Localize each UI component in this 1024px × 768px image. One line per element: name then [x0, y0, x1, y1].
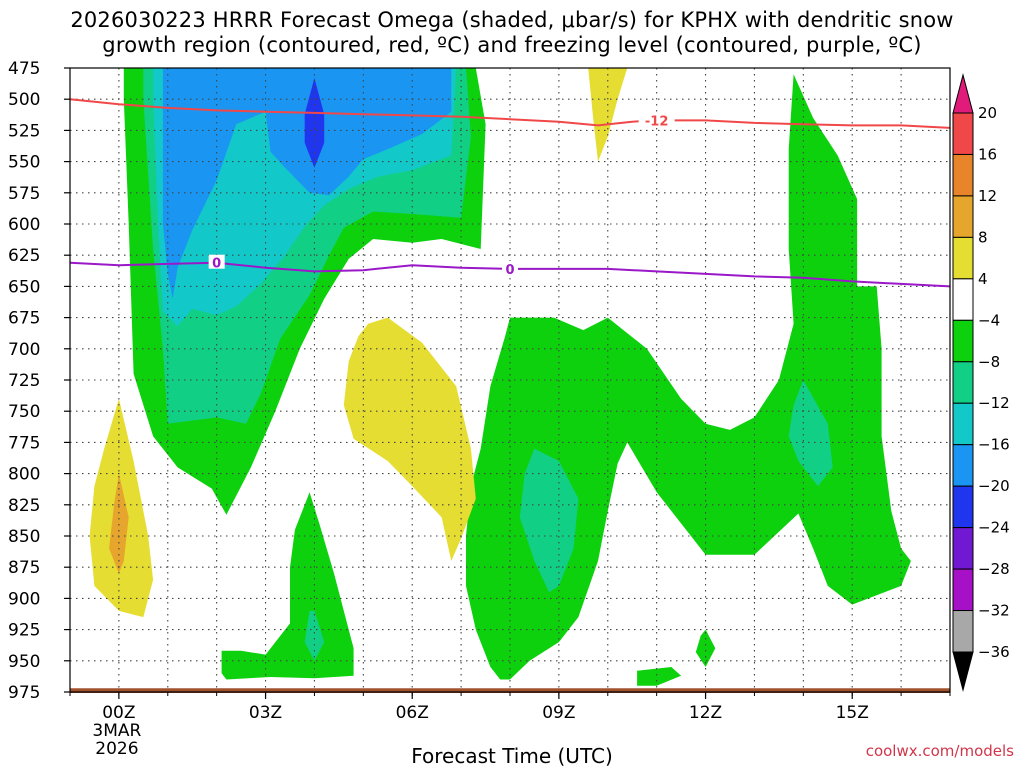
colorbar-bin: [952, 444, 974, 487]
y-tick-label: 600: [8, 215, 40, 235]
contour-label-bg: [208, 254, 225, 269]
colorbar-label: −16: [978, 436, 1010, 454]
x-axis-title: Forecast Time (UTC): [411, 744, 613, 768]
colorbar-label: −32: [978, 602, 1010, 620]
omega-region-15: [109, 473, 129, 574]
y-tick-label: 750: [8, 402, 40, 422]
colorbar-label: −36: [978, 643, 1010, 661]
y-tick-label: 675: [8, 309, 40, 329]
omega-region-6: [304, 610, 325, 661]
y-tick-label: 725: [8, 371, 40, 391]
colorbar-bin: [952, 153, 974, 197]
y-tick-label: 550: [8, 153, 40, 173]
omega-region-3: [162, 68, 452, 299]
title-line-2: growth region (contoured, red, ºC) and f…: [102, 33, 922, 57]
y-tick-label: 500: [8, 90, 40, 110]
title-line-1: 2026030223 HRRR Forecast Omega (shaded, …: [70, 8, 954, 32]
omega-region-10: [695, 629, 716, 667]
contour-label: -12: [645, 114, 669, 129]
y-tick-label: 975: [8, 683, 40, 703]
colorbar-top-arrow: [952, 73, 974, 114]
colorbar-bin: [952, 236, 974, 280]
y-tick-label: 700: [8, 340, 40, 360]
y-tick-label: 525: [8, 121, 40, 141]
x-tick-label: 03Z: [249, 703, 282, 723]
y-tick-label: 850: [8, 527, 40, 547]
colorbar-label: −20: [978, 477, 1010, 495]
colorbar-label: 16: [978, 145, 997, 163]
colorbar-bin: [952, 319, 974, 363]
contour-label-bg: [638, 112, 675, 127]
y-tick-label: 925: [8, 621, 40, 641]
y-tick-label: 900: [8, 589, 40, 609]
colorbar-label: −8: [978, 353, 1000, 371]
omega-region-12: [588, 68, 628, 162]
contour-label: 0: [505, 263, 514, 278]
y-tick-label: 475: [8, 59, 40, 79]
terrain-ground: [70, 688, 950, 693]
colorbar-bin: [952, 278, 974, 321]
colorbar-label: −12: [978, 394, 1010, 412]
y-tick-label: 825: [8, 496, 40, 516]
colorbar-label: 8: [978, 228, 988, 246]
contour-label-bg: [502, 260, 518, 275]
y-tick-label: 575: [8, 184, 40, 204]
y-tick-label: 950: [8, 652, 40, 672]
colorbar-label: −24: [978, 519, 1010, 537]
contour-label: 0: [212, 257, 221, 272]
colorbar-bin: [952, 361, 974, 404]
x-tick-label: 12Z: [689, 703, 722, 723]
x-tick-label: 15Z: [836, 703, 869, 723]
y-tick-label: 775: [8, 433, 40, 453]
colorbar-bin: [952, 485, 974, 529]
x-tick-label: 06Z: [396, 703, 429, 723]
colorbar-bottom-arrow: [952, 651, 974, 692]
colorbar-bin: [952, 195, 974, 238]
omega-region-7: [466, 74, 911, 680]
y-tick-label: 800: [8, 465, 40, 485]
x-date-label: 3MAR: [92, 721, 141, 741]
omega-region-9: [788, 380, 833, 487]
colorbar-bin: [952, 112, 974, 155]
colorbar-label: −28: [978, 560, 1010, 578]
colorbar-label: 4: [978, 270, 988, 288]
colorbar-label: 12: [978, 187, 997, 205]
x-tick-label: 00Z: [102, 703, 135, 723]
y-tick-label: 875: [8, 558, 40, 578]
colorbar-bin: [952, 402, 974, 446]
omega-region-11: [637, 667, 682, 686]
omega-region-5: [221, 492, 354, 680]
contour-line--12: [69, 98, 951, 129]
omega-region-13: [343, 317, 476, 561]
colorbar-bin: [952, 527, 974, 570]
chart-title: 2026030223 HRRR Forecast Omega (shaded, …: [0, 8, 1024, 58]
colorbar-bin: [952, 568, 974, 612]
credit-link[interactable]: coolwx.com/models: [865, 742, 1014, 760]
colorbar-label: 20: [978, 104, 997, 122]
y-tick-label: 625: [8, 246, 40, 266]
x-tick-label: 09Z: [542, 703, 575, 723]
x-date-label: 2026: [95, 739, 138, 759]
colorbar-label: −4: [978, 311, 1000, 329]
omega-region-8: [519, 448, 579, 593]
colorbar-bin: [952, 610, 974, 653]
y-tick-label: 650: [8, 277, 40, 297]
